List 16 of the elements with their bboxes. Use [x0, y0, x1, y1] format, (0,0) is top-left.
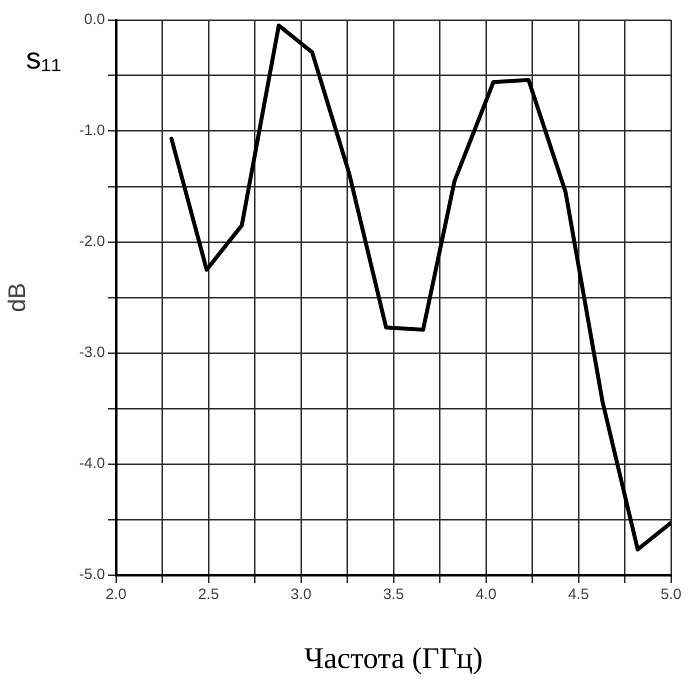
- y-tick-label: -5.0: [79, 566, 105, 584]
- x-axis-title: Частота (ГГц): [304, 642, 483, 675]
- x-tick-label: 4.5: [568, 586, 589, 604]
- y-tick-label: -2.0: [79, 233, 105, 250]
- text: s₁₁: [26, 42, 62, 76]
- y-tick-label: -4.0: [79, 455, 105, 472]
- x-tick-label: 2.0: [106, 586, 126, 604]
- y-axis-title: dB: [4, 282, 32, 312]
- y-tick-label: 0.0: [84, 11, 105, 28]
- x-tick-label: 3.0: [290, 586, 312, 604]
- x-tick-label: 2.5: [198, 586, 219, 604]
- x-tick-label: 5.0: [660, 586, 682, 604]
- y-tick-label: -3.0: [79, 344, 105, 362]
- x-tick-label: 4.0: [476, 586, 496, 604]
- y-tick-label: -1.0: [79, 122, 105, 140]
- x-tick-label: 3.5: [383, 586, 404, 604]
